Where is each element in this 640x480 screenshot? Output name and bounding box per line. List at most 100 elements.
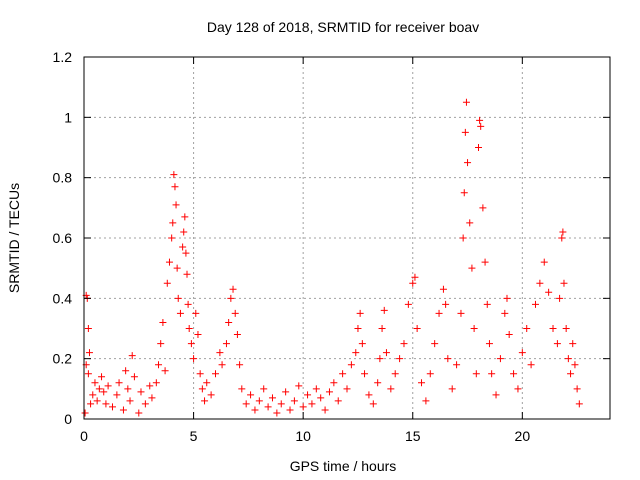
data-point (180, 228, 188, 236)
data-point (496, 355, 504, 363)
data-point (553, 340, 561, 348)
data-point (545, 288, 553, 296)
data-point (100, 388, 108, 396)
data-point (560, 279, 568, 287)
data-point (562, 325, 570, 332)
data-point (483, 300, 491, 308)
data-point (155, 361, 163, 369)
data-point (233, 331, 241, 339)
data-point (505, 331, 513, 339)
data-point (549, 325, 557, 332)
y-tick-label: 1 (64, 109, 72, 125)
data-point (152, 379, 160, 387)
data-point (282, 388, 290, 396)
x-tick-label: 20 (515, 428, 531, 444)
data-point (444, 355, 452, 363)
data-point (435, 309, 443, 317)
data-point (84, 370, 92, 378)
data-point (126, 397, 134, 405)
data-point (218, 361, 226, 369)
data-point (122, 367, 130, 375)
y-tick-label: 0.6 (53, 230, 73, 246)
data-point (102, 400, 110, 408)
data-point (238, 385, 246, 393)
data-point (93, 397, 101, 405)
data-point (330, 379, 338, 387)
data-point (536, 279, 544, 287)
data-point (128, 352, 136, 360)
data-point (198, 385, 206, 393)
data-point (273, 409, 281, 417)
data-point (321, 406, 329, 414)
data-point (260, 385, 268, 393)
data-point (374, 379, 382, 387)
data-point (216, 349, 224, 357)
data-point (573, 385, 581, 393)
y-tick-label: 0.2 (53, 351, 73, 367)
data-point (569, 340, 577, 348)
data-point (540, 258, 548, 266)
x-tick-label: 10 (295, 428, 311, 444)
chart-title: Day 128 of 2018, SRMTID for receiver boa… (207, 19, 479, 35)
data-point (242, 400, 250, 408)
data-point (222, 340, 230, 348)
data-point (501, 309, 509, 317)
data-point (173, 264, 181, 272)
data-point (192, 309, 200, 317)
data-point (308, 400, 316, 408)
data-point (369, 400, 377, 408)
data-point (475, 144, 482, 151)
data-point (290, 397, 298, 405)
data-point (104, 382, 112, 390)
data-point (264, 403, 272, 411)
data-point (255, 397, 263, 405)
data-point (91, 379, 99, 387)
data-point (176, 309, 184, 317)
data-point (400, 340, 408, 348)
data-point (556, 294, 564, 302)
data-point (165, 258, 173, 266)
data-point (558, 234, 566, 242)
data-point (422, 397, 430, 405)
data-point (141, 400, 149, 408)
data-point (184, 300, 192, 308)
data-point (442, 300, 450, 308)
data-point (404, 300, 412, 308)
y-tick-label: 0.4 (53, 290, 73, 306)
data-point (196, 370, 204, 378)
data-point (376, 355, 384, 363)
data-point (179, 243, 187, 251)
data-point (81, 409, 89, 417)
data-point (466, 219, 474, 227)
data-point (157, 340, 165, 348)
data-point (148, 394, 156, 402)
data-point (431, 340, 439, 348)
data-point (396, 355, 404, 363)
data-point (354, 325, 362, 332)
data-point (312, 385, 320, 393)
data-point (168, 234, 176, 242)
data-point (115, 379, 123, 387)
data-point (201, 397, 209, 405)
data-point (477, 122, 485, 130)
data-point (87, 400, 95, 408)
data-point (382, 349, 390, 357)
data-point (488, 370, 496, 378)
data-point (510, 370, 518, 378)
data-point (172, 201, 180, 209)
data-point (575, 400, 583, 408)
data-point (339, 370, 347, 378)
data-point (479, 204, 487, 212)
data-point (380, 306, 388, 314)
data-point (472, 370, 480, 378)
data-point (356, 309, 364, 317)
data-point (470, 325, 478, 332)
data-point (571, 361, 579, 369)
data-point (277, 400, 285, 408)
data-point (559, 228, 567, 236)
data-point (113, 391, 121, 399)
data-point (163, 279, 171, 287)
data-point (378, 325, 386, 332)
data-point (146, 382, 154, 390)
